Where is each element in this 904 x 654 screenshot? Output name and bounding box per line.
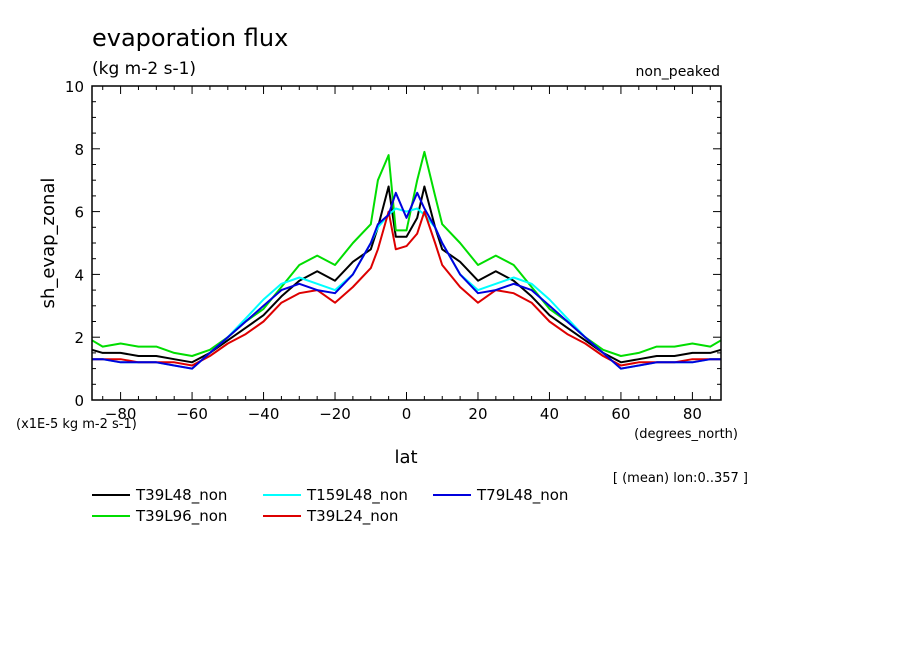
series-line-T79L48_non [92, 191, 721, 370]
legend-label: T39L48_non [135, 486, 227, 505]
x-tick-label: −40 [248, 405, 280, 423]
y-tick-label: 10 [65, 78, 84, 96]
x-tick-label: 0 [402, 405, 412, 423]
series-line-T39L96_non [91, 150, 722, 357]
x-axis-label: lat [394, 447, 417, 468]
chart-annotation: non_peaked [636, 64, 721, 80]
legend-label: T79L48_non [476, 486, 568, 505]
x-tick-label: −20 [319, 405, 351, 423]
plot-frame [91, 85, 722, 401]
legend-label: T159L48_non [306, 486, 408, 505]
y-tick-label: 8 [74, 141, 84, 159]
x-tick-label: 60 [611, 405, 630, 423]
chart-title: evaporation flux [92, 24, 288, 52]
y-tick-label: 4 [74, 266, 84, 284]
x-tick-label: 20 [468, 405, 487, 423]
y-tick-label: 2 [74, 329, 84, 347]
series-line-T159L48_non [92, 207, 721, 370]
legend-label: T39L96_non [135, 507, 227, 526]
y-units-label: (x1E-5 kg m-2 s-1) [16, 417, 137, 432]
x-tick-label: −80 [105, 405, 137, 423]
series-line-T39L48_non [91, 185, 722, 364]
x-tick-label: 40 [540, 405, 559, 423]
x-tick-label: −60 [176, 405, 208, 423]
chart-subtitle: (kg m-2 s-1) [92, 59, 196, 79]
x-tick-label: 80 [683, 405, 702, 423]
y-axis-label: sh_evap_zonal [38, 178, 59, 309]
legend-label: T39L24_non [306, 507, 398, 526]
y-tick-label: 0 [74, 392, 84, 410]
x-units-label: (degrees_north) [634, 427, 738, 442]
range-note: [ (mean) lon:0..357 ] [613, 471, 748, 486]
y-tick-label: 6 [74, 204, 84, 222]
